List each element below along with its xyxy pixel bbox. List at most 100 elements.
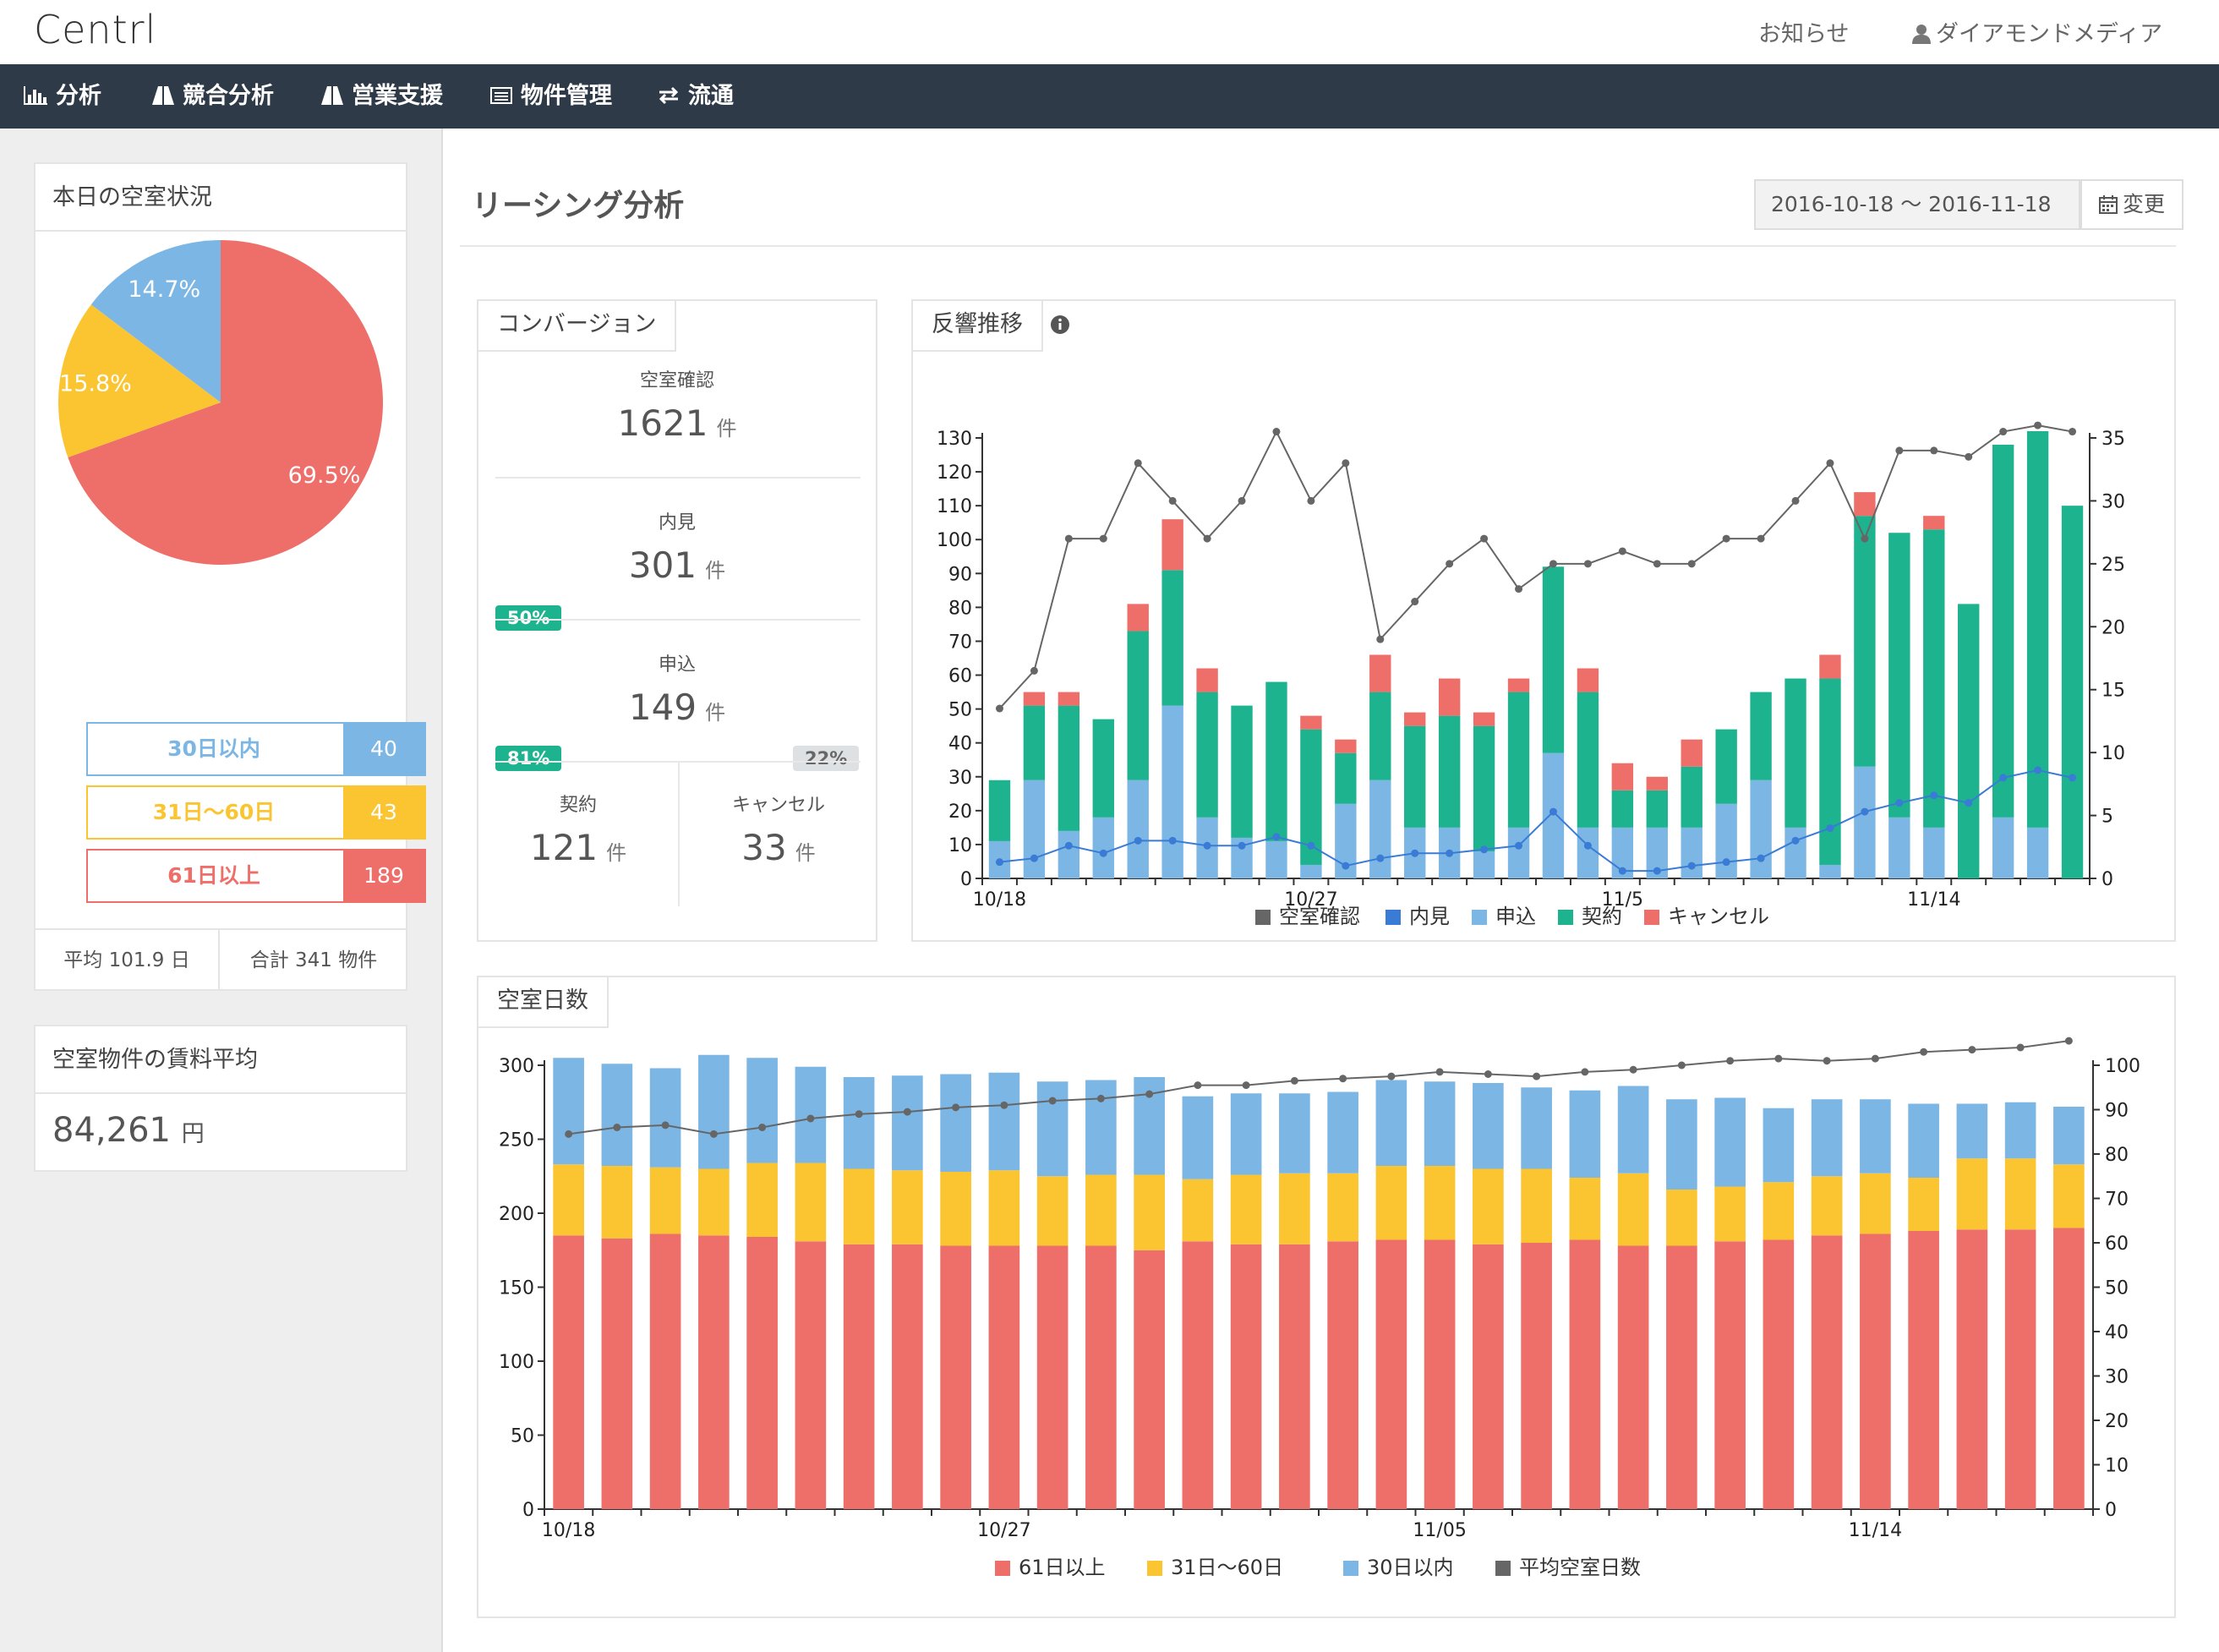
line-point <box>661 1121 670 1130</box>
nav-item-sales[interactable]: 営業支援 <box>321 64 443 129</box>
info-icon[interactable] <box>1050 315 1070 335</box>
notice-link[interactable]: お知らせ <box>1758 21 1850 47</box>
line-point <box>1895 799 1904 807</box>
bar-segment <box>1085 1080 1117 1175</box>
bar-segment <box>649 1167 681 1234</box>
bar-segment <box>1473 1083 1504 1169</box>
legend-label: 61日以上 <box>1019 1556 1106 1579</box>
pie-slice <box>90 240 221 402</box>
nav-label: 競合分析 <box>183 83 274 109</box>
rent-value: 84,261 <box>52 1111 171 1150</box>
line-point <box>1826 459 1834 468</box>
line-point <box>1653 560 1661 568</box>
bar-segment <box>1404 725 1426 828</box>
y2-tick-label: 30 <box>2101 491 2125 512</box>
y2-tick-label: 20 <box>2105 1411 2129 1432</box>
line-point <box>1168 836 1177 845</box>
y-tick-label: 130 <box>937 429 972 450</box>
legend-swatch <box>995 1561 1010 1576</box>
bar-segment <box>1375 1239 1407 1509</box>
line-point <box>2016 1043 2025 1052</box>
line-point <box>1791 836 1800 845</box>
line-series <box>999 769 2073 872</box>
bar-segment <box>892 1170 923 1244</box>
bar-segment <box>1714 1097 1746 1187</box>
bar-segment <box>1023 705 1046 780</box>
line-point <box>1203 534 1211 543</box>
bar-segment <box>1182 1179 1214 1242</box>
bar-segment <box>553 1235 584 1509</box>
bar-segment <box>1127 604 1149 632</box>
line-point <box>1099 534 1107 543</box>
user-menu[interactable]: ダイアモンドメディア <box>1912 15 2162 48</box>
bar-segment <box>1811 1099 1843 1177</box>
age-range-61[interactable]: 61日以上 189 <box>86 849 426 903</box>
bar-segment <box>1617 1173 1649 1246</box>
line-point <box>758 1124 767 1131</box>
bar-segment <box>1058 830 1080 878</box>
change-date-button[interactable]: 変更 <box>2080 179 2183 230</box>
x-tick-label: 11/14 <box>1849 1520 1902 1541</box>
line-point <box>952 1103 960 1112</box>
value-number: 149 <box>628 687 697 728</box>
nav-item-property[interactable]: 物件管理 <box>490 64 612 129</box>
user-name: ダイアモンドメディア <box>1936 21 2163 47</box>
bar-segment <box>601 1238 633 1509</box>
bar-segment <box>1279 1093 1310 1173</box>
line-point <box>1722 534 1730 543</box>
nav-label: 分析 <box>56 83 101 109</box>
legend-label: 空室確認 <box>1279 905 1360 928</box>
age-range-30[interactable]: 30日以内 40 <box>86 722 426 776</box>
y2-tick-label: 10 <box>2105 1456 2129 1477</box>
x-tick-label: 10/27 <box>977 1520 1030 1541</box>
bar-segment <box>553 1164 584 1236</box>
bar-segment <box>1908 1178 1939 1231</box>
legend-swatch <box>1558 910 1573 925</box>
line-point <box>613 1124 621 1131</box>
line-point <box>1895 446 1904 455</box>
bar-segment <box>746 1162 778 1237</box>
y-tick-label: 0 <box>522 1500 534 1521</box>
age-range-count: 189 <box>343 851 424 901</box>
age-range-31-60[interactable]: 31日〜60日 43 <box>86 785 426 840</box>
line-point <box>1446 560 1454 568</box>
x-tick-label: 10/18 <box>973 889 1026 911</box>
line-point <box>1030 854 1038 862</box>
bar-segment <box>1577 692 1599 828</box>
bar-segment <box>1438 678 1461 716</box>
bar-segment <box>1811 1235 1843 1509</box>
vacancy-footer: 平均 101.9 日 合計 341 物件 <box>36 928 406 991</box>
y2-tick-label: 0 <box>2101 869 2113 890</box>
brand-logo[interactable]: Centrl <box>34 7 157 52</box>
response-trend-panel: 反響推移 0 10 20 30 40 50 60 70 80 90 100 110 120 130 0 5 10… <box>911 299 2176 942</box>
y2-tick-label: 20 <box>2101 617 2125 638</box>
conversion-title: コンバージョン <box>478 301 677 352</box>
line-point <box>2034 766 2042 774</box>
line-point <box>1376 635 1385 643</box>
line-point <box>1999 774 2008 782</box>
bar-segment <box>1854 516 1876 767</box>
bar-segment <box>1923 516 1945 530</box>
value-number: 121 <box>529 827 598 868</box>
application-label: 申込 <box>658 654 696 676</box>
bar-segment <box>746 1237 778 1509</box>
nav-label: 流通 <box>688 83 734 109</box>
legend-label: 申込 <box>1495 905 1536 928</box>
bar-segment <box>1521 1087 1552 1169</box>
bar-segment <box>2004 1158 2036 1230</box>
bar-segment <box>1569 1090 1601 1178</box>
bar-segment <box>1327 1241 1358 1509</box>
y2-tick-label: 40 <box>2105 1322 2129 1343</box>
pie-slice <box>58 304 221 458</box>
nav-item-analysis[interactable]: 分析 <box>24 64 101 129</box>
bar-segment <box>1646 776 1668 790</box>
rent-average-title: 空室物件の賃料平均 <box>36 1026 406 1094</box>
exchange-icon <box>659 86 679 105</box>
bar-segment <box>553 1058 584 1165</box>
nav-item-distribution[interactable]: 流通 <box>658 64 734 129</box>
nav-item-competition[interactable]: 競合分析 <box>152 64 274 129</box>
line-point <box>2064 1037 2073 1045</box>
bar-segment <box>1888 817 1910 878</box>
value-unit: 件 <box>606 841 627 865</box>
date-range-field[interactable]: 2016-10-18 〜 2016-11-18 <box>1754 179 2080 230</box>
